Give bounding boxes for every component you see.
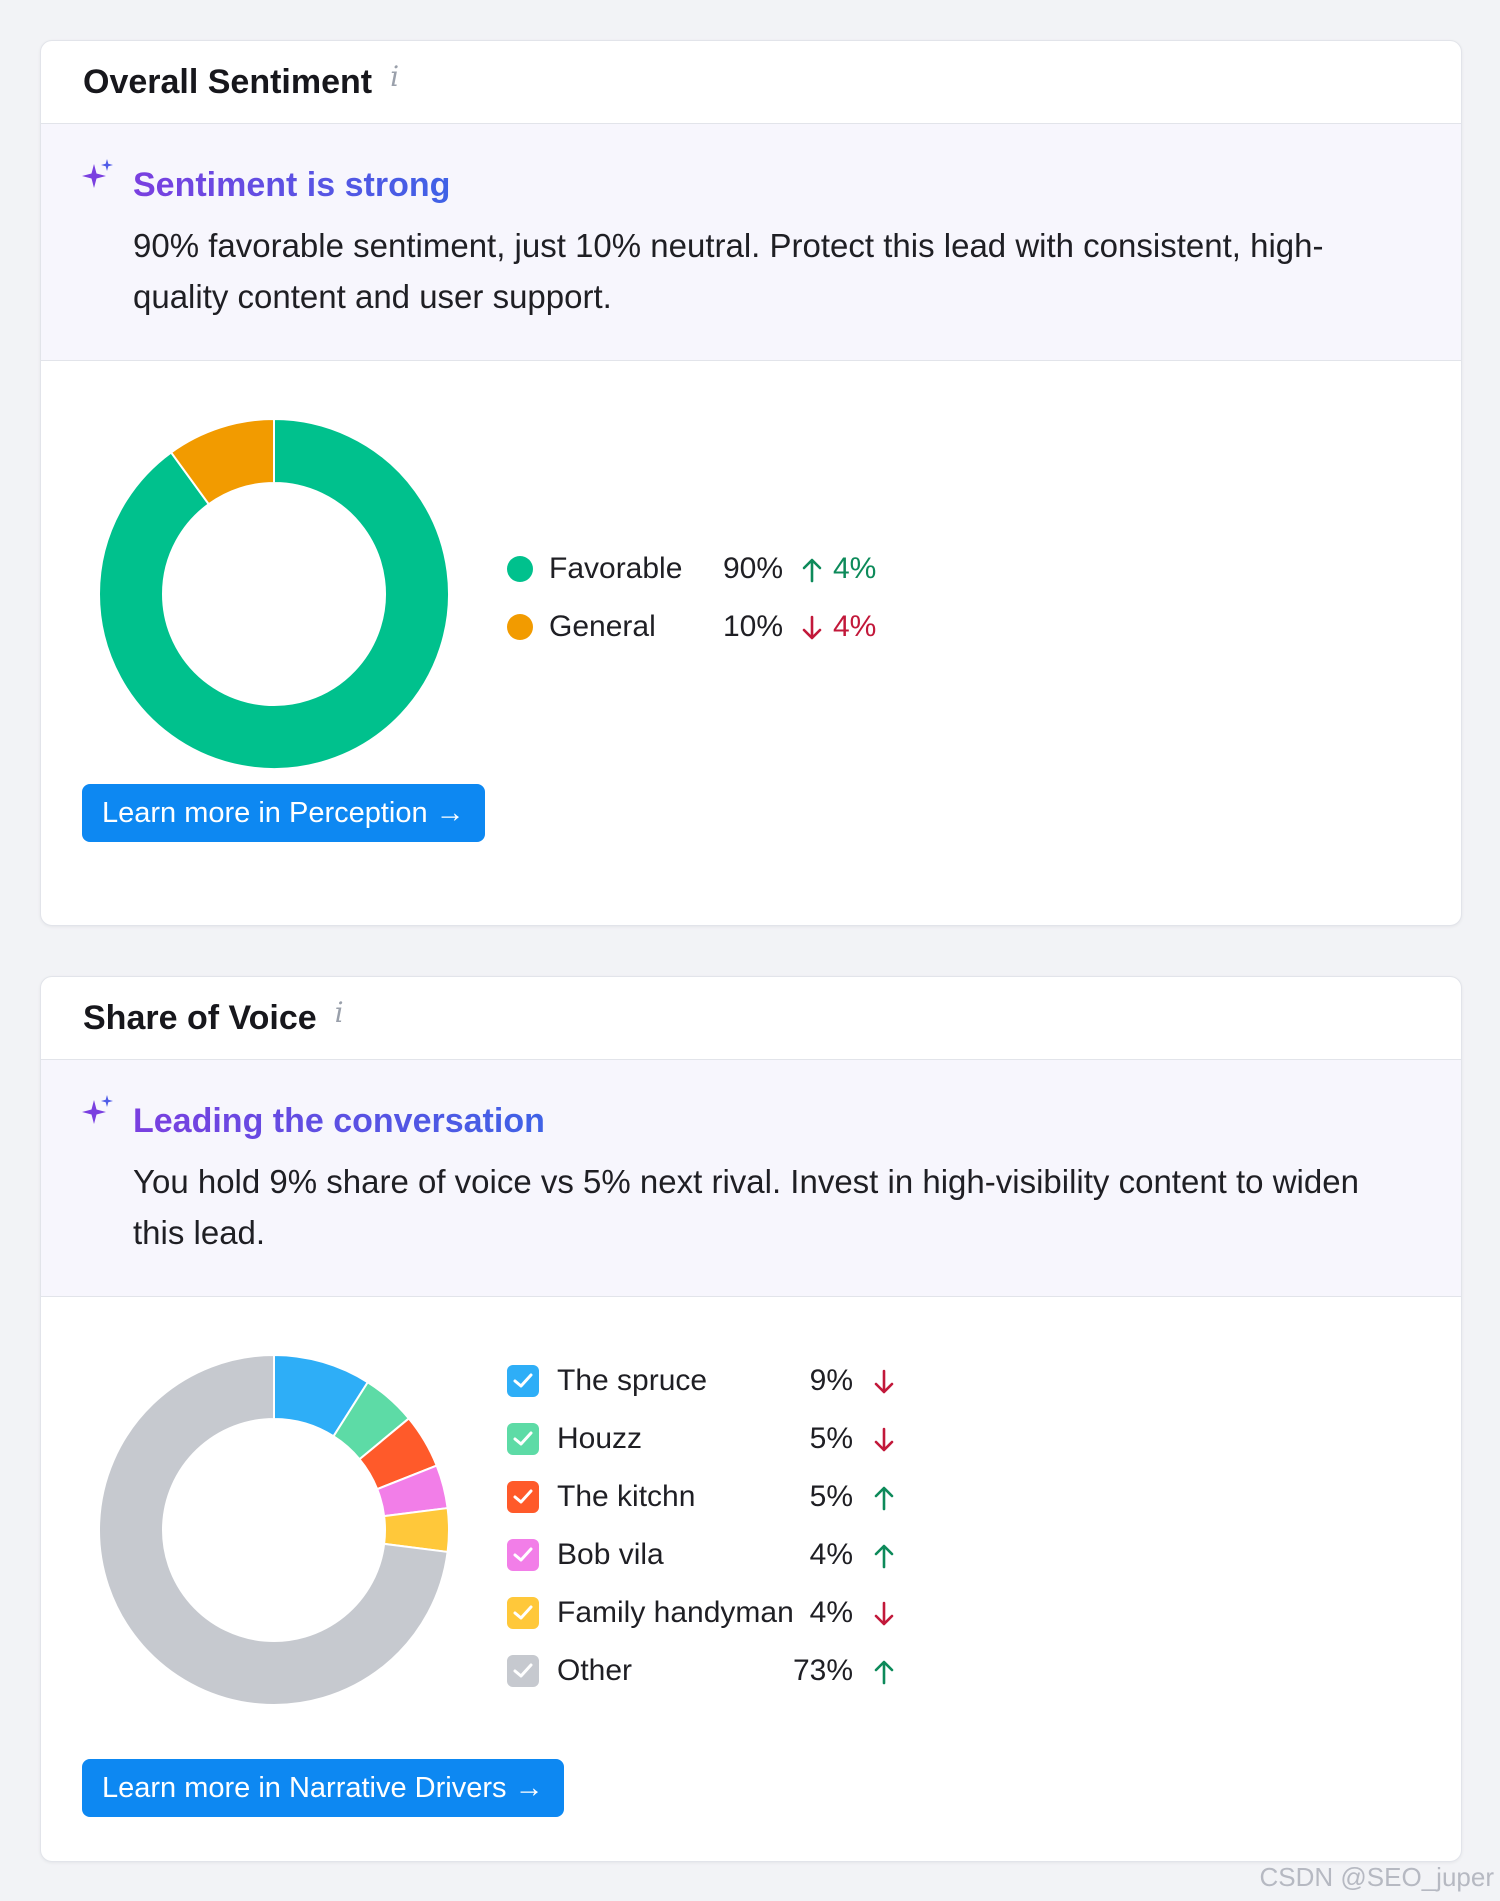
check-icon bbox=[513, 1663, 533, 1678]
check-icon bbox=[513, 1605, 533, 1620]
series-checkbox[interactable] bbox=[507, 1655, 539, 1687]
legend-value: 10% bbox=[722, 610, 783, 643]
legend-change: 4% bbox=[833, 552, 877, 585]
legend-value: 5% bbox=[809, 1422, 853, 1455]
legend-value: 9% bbox=[809, 1364, 853, 1397]
info-icon[interactable]: i bbox=[334, 995, 344, 1029]
sentiment-slice-favorable[interactable] bbox=[99, 419, 449, 769]
legend-item-the-kitchn: The kitchn 5% bbox=[507, 1477, 967, 1517]
sparkle-icon bbox=[82, 159, 113, 188]
legend-label: Houzz bbox=[557, 1422, 643, 1455]
check-icon bbox=[513, 1547, 533, 1562]
watermark: CSDN @SEO_juper bbox=[1259, 1862, 1494, 1892]
general-color-dot bbox=[507, 614, 533, 640]
insight-title: Sentiment is strong bbox=[133, 166, 451, 204]
arrow-up-icon bbox=[874, 1660, 894, 1685]
arrow-down-icon bbox=[874, 1427, 894, 1452]
legend-item-other: Other 73% bbox=[507, 1651, 967, 1691]
card-title: Share of Voice bbox=[83, 998, 317, 1037]
card-header: Share of Voice i bbox=[41, 977, 1461, 1060]
legend-item-favorable: Favorable 90% 4% bbox=[507, 549, 907, 589]
share-of-voice-donut-chart bbox=[99, 1355, 449, 1705]
series-checkbox[interactable] bbox=[507, 1481, 539, 1513]
arrow-down-icon bbox=[802, 615, 822, 640]
favorable-color-dot bbox=[507, 556, 533, 582]
arrow-up-icon bbox=[874, 1544, 894, 1569]
share-of-voice-card: Share of Voice i Leading the conversatio… bbox=[40, 976, 1462, 1862]
legend-value: 73% bbox=[792, 1654, 853, 1687]
legend-item-bob-vila: Bob vila 4% bbox=[507, 1535, 967, 1575]
insight-title: Leading the conversation bbox=[133, 1102, 545, 1140]
learn-more-perception-button[interactable]: Learn more in Perception → bbox=[82, 784, 485, 842]
voice-slice-other[interactable] bbox=[99, 1355, 449, 1705]
legend-label: The kitchn bbox=[557, 1480, 696, 1513]
overall-sentiment-card: Overall Sentiment i Sentiment is strong … bbox=[40, 40, 1462, 926]
legend-label: Bob vila bbox=[557, 1538, 664, 1571]
legend-label: General bbox=[549, 610, 656, 643]
arrow-up-icon bbox=[802, 558, 822, 583]
sentiment-donut-chart bbox=[99, 419, 449, 769]
sparkle-icon bbox=[82, 1095, 113, 1124]
legend-label: Favorable bbox=[549, 552, 683, 585]
learn-more-narrative-drivers-button[interactable]: Learn more in Narrative Drivers → bbox=[82, 1759, 564, 1817]
arrow-down-icon bbox=[874, 1369, 894, 1394]
arrow-up-icon bbox=[874, 1486, 894, 1511]
legend-label: Family handyman bbox=[557, 1596, 794, 1629]
legend-change: 4% bbox=[833, 610, 877, 643]
insight-text: 90% favorable sentiment, just 10% neutra… bbox=[133, 227, 1324, 315]
chart-area: Favorable 90% 4% General 10% 4% Learn mo… bbox=[41, 361, 1461, 924]
legend-value: 4% bbox=[809, 1596, 853, 1629]
check-icon bbox=[513, 1489, 533, 1504]
legend-label: The spruce bbox=[557, 1364, 708, 1397]
legend-item-houzz: Houzz 5% bbox=[507, 1419, 967, 1459]
insight-panel: Leading the conversation You hold 9% sha… bbox=[41, 1060, 1461, 1297]
chart-area: The spruce 9% Houzz 5% The kitchn 5% Bob vila 4… bbox=[41, 1297, 1461, 1860]
series-checkbox[interactable] bbox=[507, 1597, 539, 1629]
legend-item-general: General 10% 4% bbox=[507, 607, 907, 647]
legend-value: 4% bbox=[809, 1538, 853, 1571]
insight-text: You hold 9% share of voice vs 5% next ri… bbox=[133, 1163, 1359, 1251]
check-icon bbox=[513, 1431, 533, 1446]
legend-item-the-spruce: The spruce 9% bbox=[507, 1361, 967, 1401]
legend-item-family-handyman: Family handyman 4% bbox=[507, 1593, 967, 1633]
info-icon[interactable]: i bbox=[390, 59, 400, 93]
series-checkbox[interactable] bbox=[507, 1365, 539, 1397]
arrow-down-icon bbox=[874, 1601, 894, 1626]
card-title: Overall Sentiment bbox=[83, 62, 373, 101]
legend-value: 5% bbox=[809, 1480, 853, 1513]
insight-panel: Sentiment is strong 90% favorable sentim… bbox=[41, 124, 1461, 361]
legend-value: 90% bbox=[722, 552, 783, 585]
check-icon bbox=[513, 1373, 533, 1388]
sentiment-slice-general[interactable] bbox=[169, 419, 275, 506]
legend-label: Other bbox=[557, 1654, 633, 1687]
card-header: Overall Sentiment i bbox=[41, 41, 1461, 124]
series-checkbox[interactable] bbox=[507, 1423, 539, 1455]
series-checkbox[interactable] bbox=[507, 1539, 539, 1571]
